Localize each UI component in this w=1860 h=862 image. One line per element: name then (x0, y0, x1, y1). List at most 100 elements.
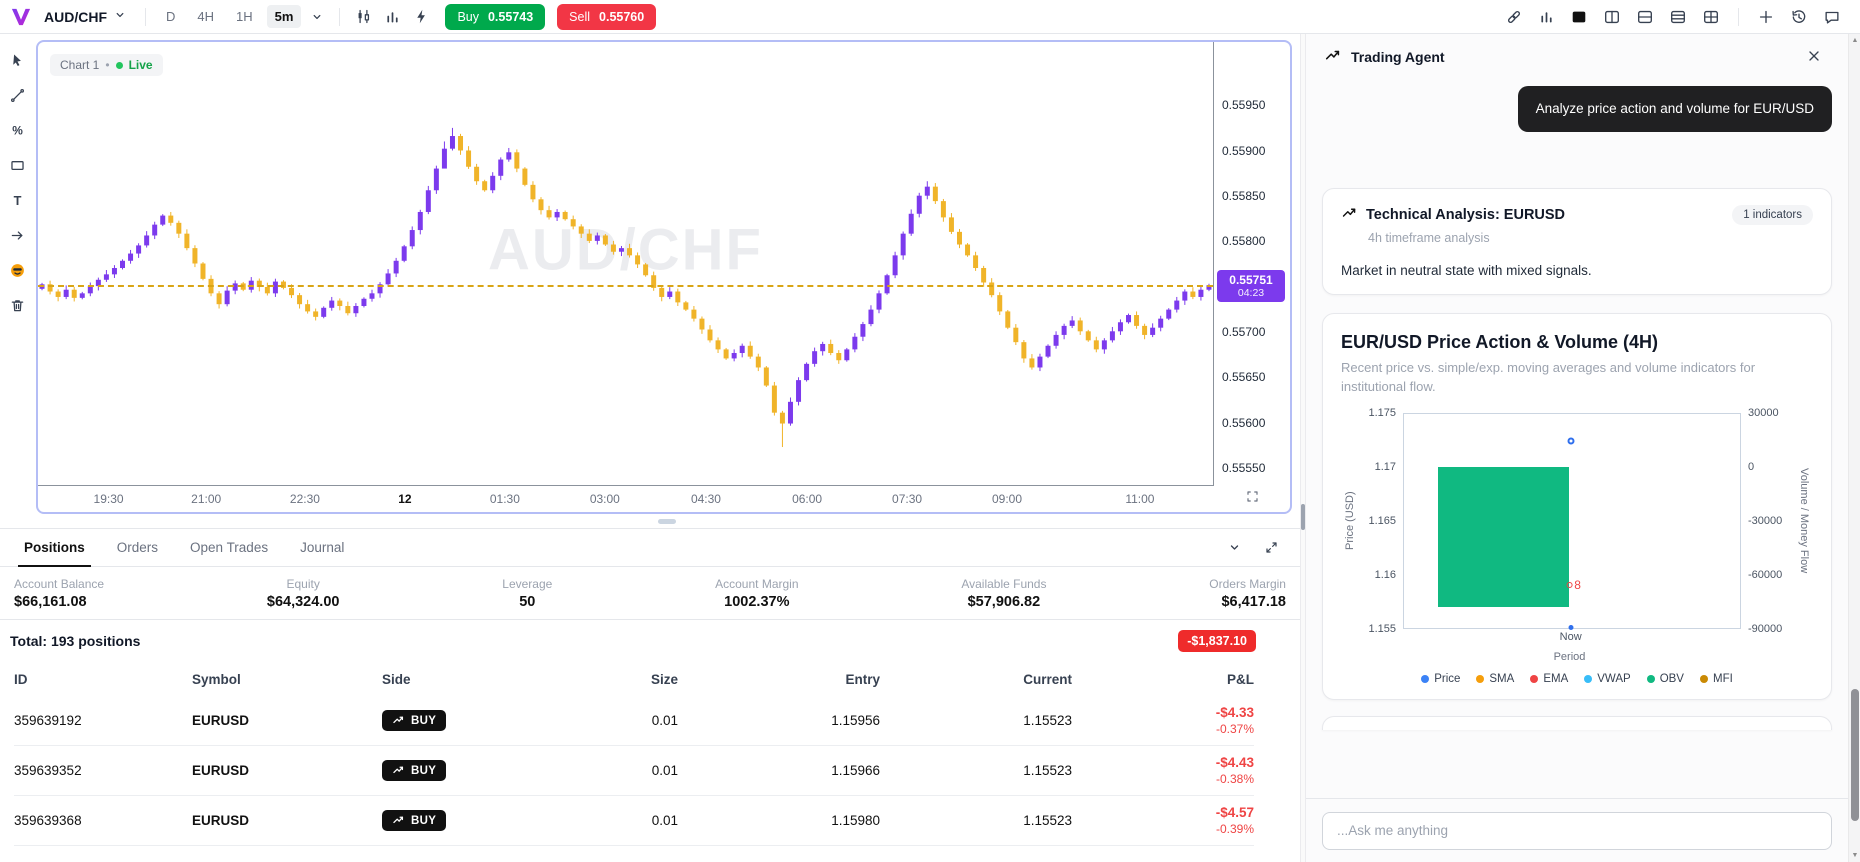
stats-icon[interactable] (1535, 5, 1558, 28)
timeframe-d[interactable]: D (158, 5, 183, 28)
agent-chart-title: EUR/USD Price Action & Volume (4H) (1341, 332, 1659, 353)
app-logo (10, 7, 32, 27)
cursor-icon[interactable] (3, 46, 31, 74)
positions-total: Total: 193 positions (10, 633, 141, 649)
agent-chart-subtitle: Recent price vs. simple/exp. moving aver… (1341, 360, 1756, 395)
buy-price: 0.55743 (487, 9, 534, 24)
text-icon[interactable]: T (3, 186, 31, 214)
scrollbar[interactable]: ▲ ▼ (1848, 34, 1860, 862)
time-tick: 03:00 (589, 492, 620, 506)
agent-input-bar (1306, 798, 1848, 862)
position-size: 0.01 (651, 713, 678, 728)
account-stat: Orders Margin $6,417.18 (1209, 577, 1286, 610)
link-icon[interactable] (1502, 5, 1526, 29)
sell-label: Sell (569, 9, 591, 24)
buy-label: Buy (457, 9, 479, 24)
history-icon[interactable] (1787, 5, 1811, 29)
close-icon[interactable] (1802, 44, 1826, 71)
chat-icon[interactable] (1820, 5, 1844, 29)
column-header: ID (14, 671, 28, 687)
timeframe-expand-button[interactable] (307, 7, 327, 27)
analysis-card: Technical Analysis: EURUSD 1 indicators … (1322, 188, 1832, 296)
side-badge: BUY (382, 810, 447, 831)
time-tick: 12 (398, 492, 412, 506)
expand-icon[interactable] (1261, 537, 1282, 558)
position-size: 0.01 (651, 813, 678, 828)
candlestick-chart[interactable]: AUD/CHF Chart 1 • Live (38, 42, 1214, 486)
plus-icon[interactable] (1754, 5, 1778, 29)
account-stat: Available Funds $57,906.82 (961, 577, 1047, 610)
position-pnl: -$4.57 -0.39% (1215, 805, 1254, 836)
tab-journal[interactable]: Journal (286, 529, 358, 566)
emoji-icon[interactable] (3, 256, 31, 284)
account-stat: Account Balance $66,161.08 (14, 577, 105, 610)
side-badge: BUY (382, 710, 447, 731)
symbol-label: AUD/CHF (44, 8, 107, 25)
panel-resize-handle[interactable] (658, 519, 676, 524)
rectangle-icon[interactable] (3, 151, 31, 179)
time-axis[interactable]: 19:30 21:00 22:30 12 01:30 03:00 04:30 06:00 07:… (38, 486, 1214, 512)
fullscreen-icon[interactable] (1243, 487, 1262, 509)
layout-grid-icon[interactable] (1699, 5, 1723, 29)
x-axis-title: Period (1553, 650, 1586, 663)
tab-positions[interactable]: Positions (10, 529, 99, 567)
divider-handle[interactable] (1301, 504, 1305, 530)
table-row[interactable]: 359639192 EURUSD BUY 0.01 1.15956 1.15523 -$4.… (14, 696, 1254, 746)
position-size: 0.01 (651, 763, 678, 778)
analysis-body: Market in neutral state with mixed signa… (1341, 263, 1592, 279)
account-stat: Account Margin 1002.37% (715, 577, 799, 610)
scroll-down-icon[interactable]: ▼ (1851, 852, 1859, 859)
position-id: 359639368 (14, 813, 82, 828)
scroll-up-icon[interactable]: ▲ (1851, 37, 1859, 44)
position-id: 359639192 (14, 713, 82, 728)
arrow-icon[interactable] (3, 221, 31, 249)
buy-button[interactable]: Buy 0.55743 (445, 3, 546, 30)
layout-rows-icon[interactable] (1633, 5, 1657, 29)
panel-tabs: Positions Orders Open Trades Journal (10, 529, 358, 567)
legend-item: EMA (1530, 673, 1568, 685)
agent-conversation: Analyze price action and volume for EUR/… (1306, 80, 1848, 798)
panel-divider[interactable] (1300, 34, 1306, 862)
price-axis[interactable]: 0.559500.559000.558500.558000.557500.557… (1214, 42, 1290, 486)
account-stats: Account Balance $66,161.08 Equity $64,324.0… (0, 567, 1300, 620)
chart-controls (352, 5, 433, 28)
now-marker (1568, 624, 1574, 630)
timeframe-1h[interactable]: 1H (228, 5, 261, 28)
trending-up-icon (1324, 47, 1342, 68)
indicators-badge: 1 indicators (1732, 205, 1813, 226)
layout-single-icon[interactable] (1567, 5, 1591, 29)
position-id: 359639352 (14, 763, 82, 778)
analysis-subtitle: 4h timeframe analysis (1368, 231, 1490, 246)
right-axis-ticks: 30000 0 -30000 -60000 -90000 (1748, 406, 1783, 635)
account-stat: Equity $64,324.00 (266, 577, 340, 610)
legend-item: MFI (1699, 673, 1733, 685)
chevron-down-icon[interactable] (1224, 537, 1245, 558)
time-tick: 21:00 (191, 492, 222, 506)
tab-orders[interactable]: Orders (103, 529, 172, 566)
trash-icon[interactable] (3, 291, 31, 319)
symbol-selector[interactable]: AUD/CHF (38, 4, 133, 29)
scrollbar-thumb[interactable] (1851, 689, 1859, 821)
percent-icon[interactable]: % (3, 116, 31, 144)
live-dot (115, 61, 123, 69)
timeframe-4h[interactable]: 4H (189, 5, 222, 28)
time-tick: 04:30 (690, 492, 721, 506)
trendline-icon[interactable] (3, 81, 31, 109)
layout-columns-icon[interactable] (1600, 5, 1624, 29)
layout-list-icon[interactable] (1666, 5, 1690, 29)
tab-open-trades[interactable]: Open Trades (176, 529, 282, 566)
price-tick: 0.55850 (1222, 189, 1266, 204)
table-row[interactable]: 359639368 EURUSD BUY 0.01 1.15980 1.15523 -$4.… (14, 796, 1254, 846)
sell-button[interactable]: Sell 0.55760 (557, 3, 657, 30)
ema-point: 8 (1566, 578, 1581, 592)
user-message: Analyze price action and volume for EUR/… (1517, 86, 1832, 133)
position-symbol: EURUSD (192, 713, 250, 728)
bolt-icon[interactable] (410, 5, 433, 28)
price-tick: 0.55650 (1222, 370, 1266, 385)
time-tick: 06:00 (792, 492, 823, 506)
table-row[interactable]: 359639352 EURUSD BUY 0.01 1.15966 1.15523 -$4.… (14, 746, 1254, 796)
agent-chat-input[interactable] (1322, 811, 1832, 850)
timeframe-5m[interactable]: 5m (266, 5, 302, 28)
candle-style-icon[interactable] (352, 5, 375, 28)
indicators-icon[interactable] (381, 5, 404, 28)
